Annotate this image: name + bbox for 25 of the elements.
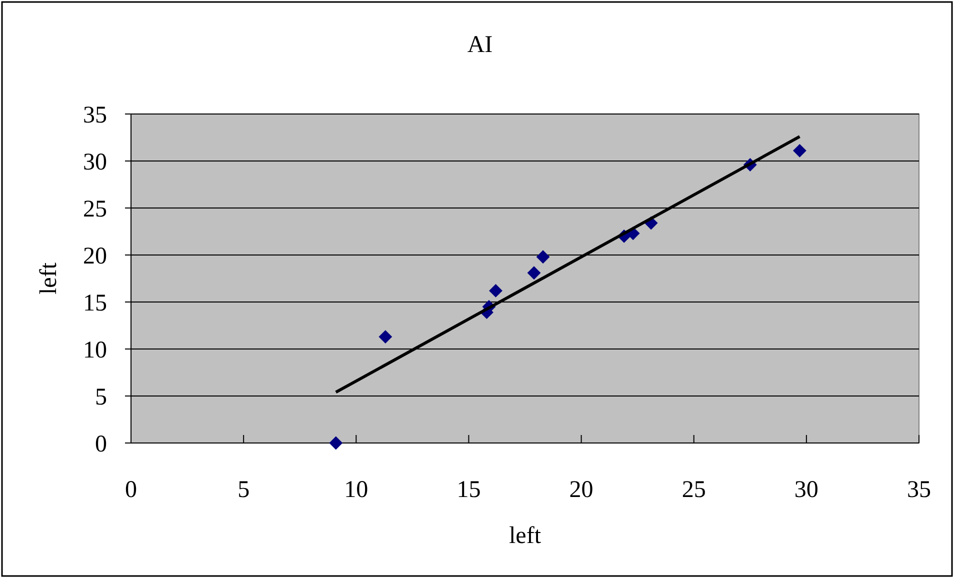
x-tick-label: 20 <box>569 477 594 503</box>
point <box>329 436 343 450</box>
point <box>536 250 550 264</box>
point <box>378 330 392 344</box>
point <box>489 284 502 298</box>
x-tick-label: 5 <box>238 477 250 503</box>
x-tick-label: 15 <box>456 477 481 503</box>
y-tick-label: 15 <box>83 290 107 316</box>
y-tick-label: 20 <box>83 243 107 270</box>
y-axis-title: left <box>36 262 62 294</box>
y-tick-label: 5 <box>95 384 107 410</box>
x-tick-label: 30 <box>794 477 818 503</box>
x-tick-label: 35 <box>907 477 931 503</box>
point <box>792 144 806 158</box>
y-tick-label: 10 <box>83 337 107 364</box>
y-tick-label: 25 <box>83 196 107 222</box>
y-tick-label: 30 <box>83 149 107 176</box>
y-tick-label: 0 <box>95 431 107 458</box>
x-tick-label: 0 <box>125 477 137 503</box>
x-axis-title: left <box>509 523 542 549</box>
chart-title: AI <box>467 32 493 58</box>
point <box>527 266 541 280</box>
x-tick-label: 25 <box>682 477 706 503</box>
x-tick-label: 10 <box>344 477 368 503</box>
y-tick-label: 35 <box>83 102 107 128</box>
